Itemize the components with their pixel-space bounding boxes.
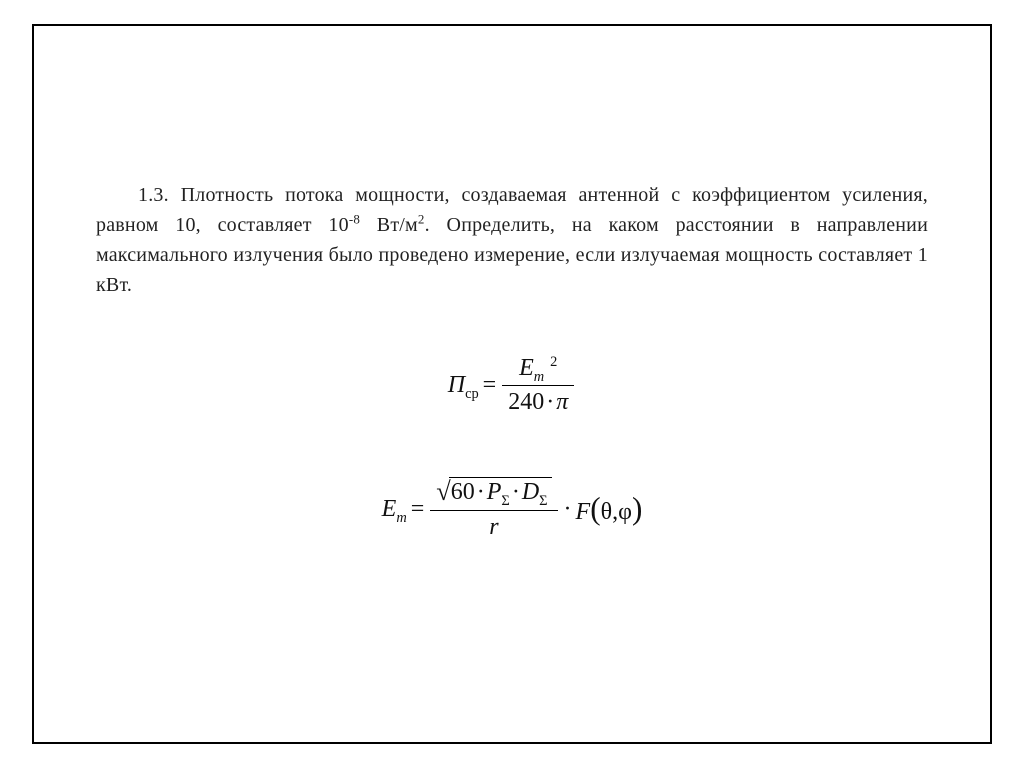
f2-D-sub: Σ: [539, 492, 547, 508]
f2-P: P: [487, 479, 502, 505]
value-exponent: -8: [349, 211, 360, 226]
units-exponent: 2: [418, 211, 425, 226]
page-border: 1.3. Плотность потока мощности, создавае…: [32, 24, 992, 744]
f1-den-dot: ·: [544, 389, 556, 415]
f2-sqrt: √ 60·PΣ·DΣ: [436, 477, 551, 509]
f1-lhs-sub: ср: [465, 386, 479, 402]
value-base: 10: [328, 214, 348, 236]
sqrt-radical: √: [436, 476, 450, 508]
f2-P-sub: Σ: [501, 492, 509, 508]
f2-sqrt-coef: 60: [451, 479, 475, 505]
f2-dot-1: ·: [475, 479, 487, 505]
f1-equals: =: [483, 372, 497, 399]
f2-theta: θ: [601, 499, 613, 525]
problem-statement: 1.3. Плотность потока мощности, создавае…: [96, 180, 928, 300]
f1-den-coef: 240: [508, 389, 544, 415]
f1-num-sup: 2: [550, 354, 557, 370]
formula-1: Пср = Em2 240·π: [448, 354, 577, 417]
f2-equals: =: [411, 496, 425, 523]
formula-2: Em = √ 60·PΣ·DΣ r: [382, 477, 643, 543]
f2-lhs-base: E: [382, 496, 397, 522]
units-prefix: Вт/м: [360, 214, 418, 236]
f1-fraction: Em2 240·π: [502, 354, 574, 417]
f2-F: F: [576, 499, 591, 525]
f2-den-r: r: [489, 514, 498, 540]
f1-lhs-symbol: П: [448, 372, 465, 398]
f2-dot-2: ·: [510, 479, 522, 505]
f1-num-sub: m: [534, 369, 544, 385]
f2-lhs-sub: m: [396, 510, 406, 526]
f2-fraction: √ 60·PΣ·DΣ r: [430, 477, 557, 543]
f2-paren-open: (: [590, 491, 600, 526]
f2-phi: φ: [618, 499, 632, 525]
f2-tail-dot: ·: [564, 496, 572, 523]
formula-block: Пср = Em2 240·π Em =: [96, 354, 928, 542]
f1-num-base: E: [519, 355, 534, 381]
content-area: 1.3. Плотность потока мощности, создавае…: [96, 180, 928, 542]
f1-den-pi: π: [556, 389, 568, 415]
f2-paren-close: ): [632, 491, 642, 526]
problem-number: 1.3.: [138, 184, 169, 206]
f2-D: D: [522, 479, 539, 505]
